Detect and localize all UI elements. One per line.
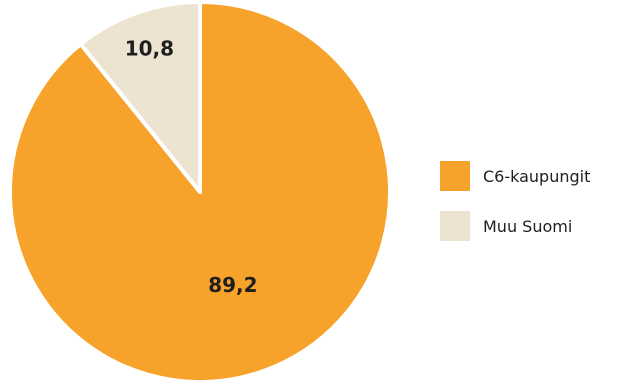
data-label-muu-suomi: 10,8 [125, 37, 174, 61]
legend: C6-kaupungit Muu Suomi [440, 161, 590, 261]
legend-swatch-c6-kaupungit [440, 161, 470, 191]
data-label-c6-kaupungit: 89,2 [208, 273, 257, 297]
pie-slice-muu-suomi [78, 0, 202, 194]
legend-label-muu-suomi: Muu Suomi [483, 216, 573, 236]
legend-label-c6-kaupungit: C6-kaupungit [483, 166, 591, 186]
pie-data-labels: 89,2 10,8 [125, 37, 258, 298]
legend-item-c6-kaupungit: C6-kaupungit [440, 161, 590, 191]
pie-slices [8, 0, 392, 384]
legend-swatch-muu-suomi [440, 211, 470, 241]
legend-item-muu-suomi: Muu Suomi [440, 211, 590, 241]
